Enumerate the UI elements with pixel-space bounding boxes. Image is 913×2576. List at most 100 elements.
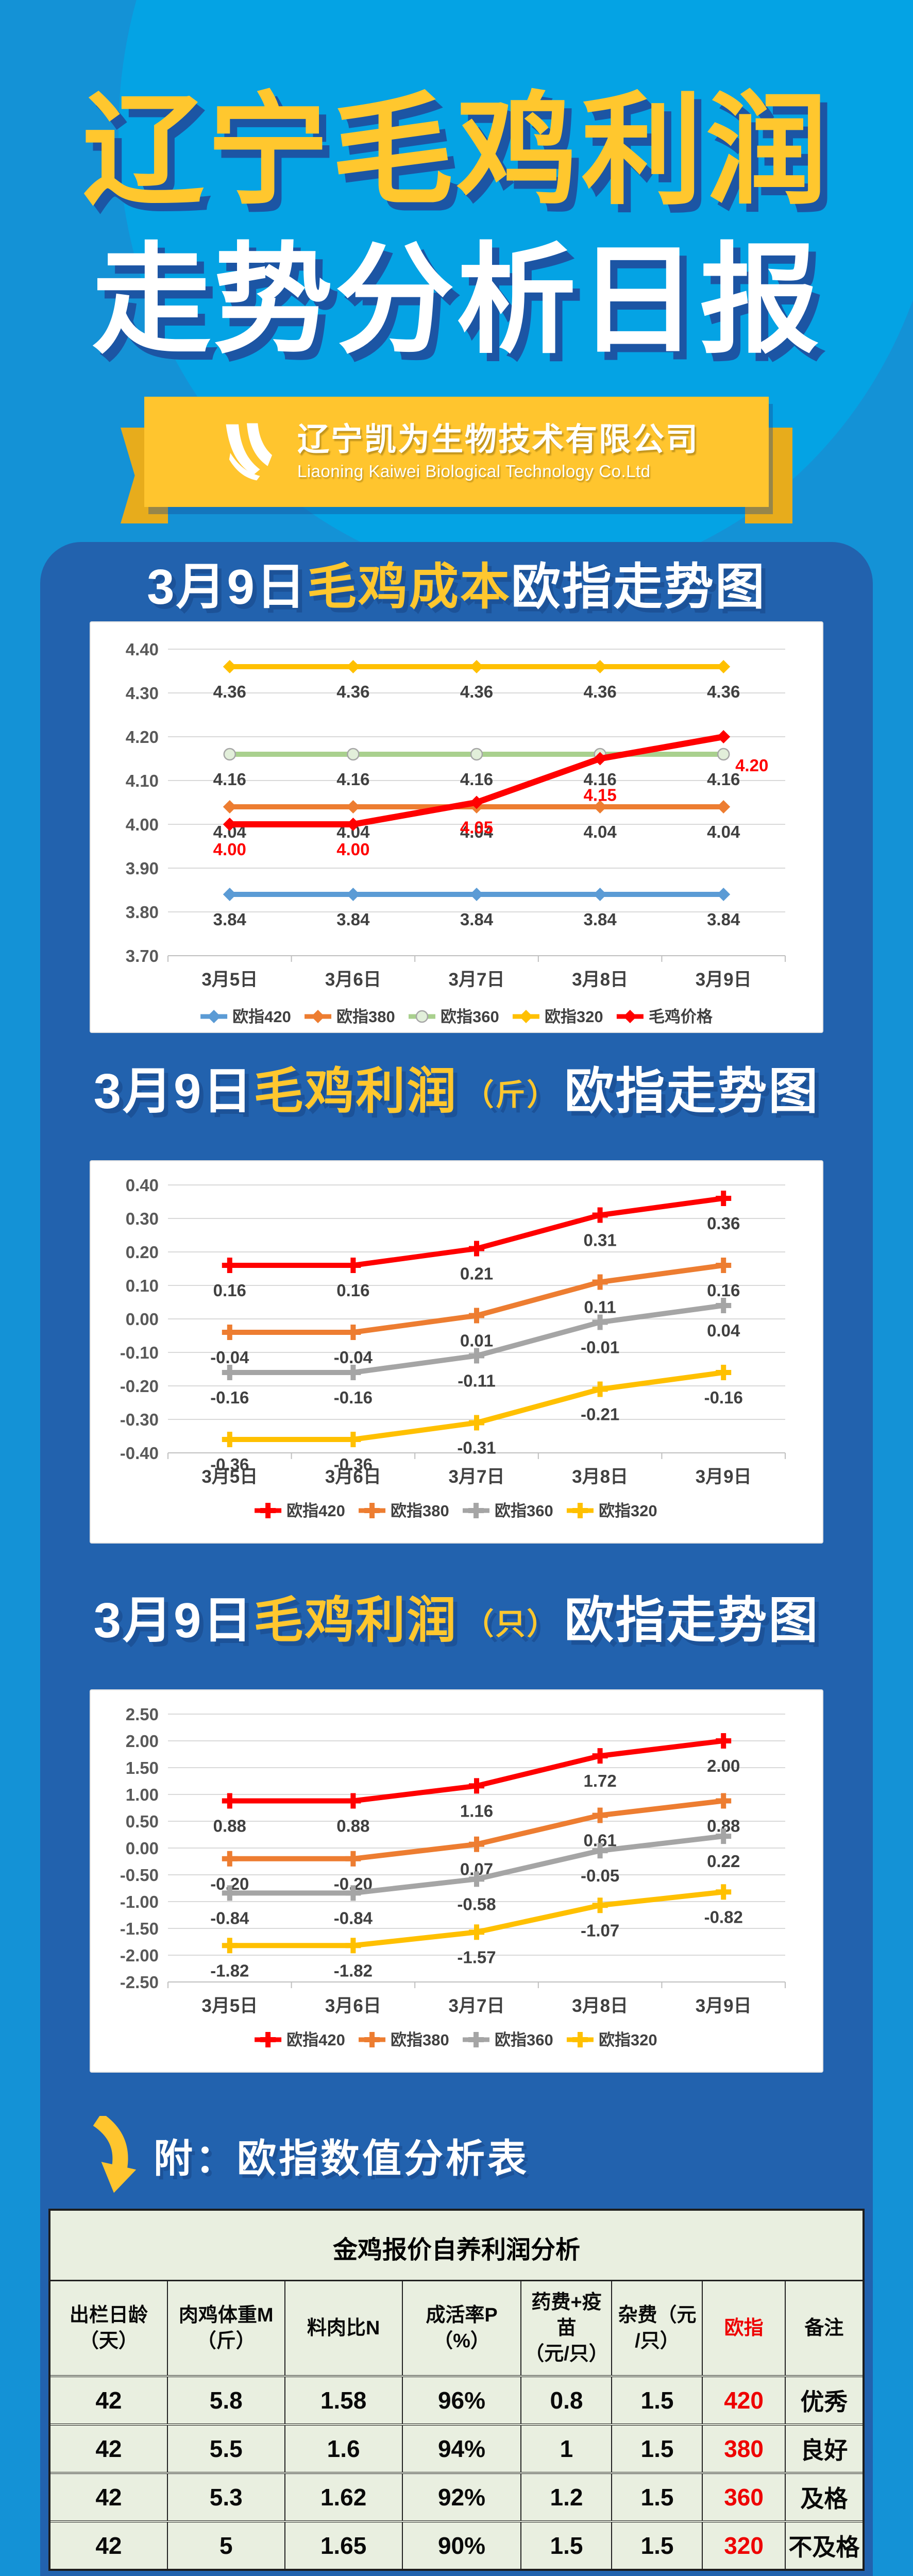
table-row: 42 5.8 1.58 96% 0.8 1.5 420 优秀 [50,2375,863,2424]
svg-text:欧指320: 欧指320 [545,1008,603,1026]
svg-text:3月8日: 3月8日 [572,1996,628,2016]
series-2-2: -0.84 -0.84 -0.58 -0.05 0.22 [210,1828,740,1927]
svg-text:-0.20: -0.20 [120,1377,159,1396]
data-label: 4.20 [735,756,768,775]
profit-bird-chart-card: 2.50 2.00 1.50 1.00 0.50 0.00 -0.50 -1.00 -1.50 -… [90,1689,823,2073]
svg-text:3月5日: 3月5日 [201,1996,258,2016]
data-label: 4.04 [583,822,617,841]
table-cell: 90% [403,2522,522,2569]
svg-text:3月9日: 3月9日 [696,1467,752,1487]
svg-text:-2.00: -2.00 [120,1946,159,1965]
svg-text:-1.00: -1.00 [120,1892,159,1911]
data-label: 4.16 [213,770,246,789]
analysis-header: 附：欧指数值分析表 [90,2116,873,2194]
table-cell: 0.8 [521,2377,613,2424]
table-cell: 1.5 [612,2522,703,2569]
data-label: 4.16 [707,770,740,789]
cost-chart-title: 3月9日毛鸡成本欧指走势图 [147,560,766,615]
data-label: 4.36 [336,682,369,701]
data-label: 3.84 [336,910,370,929]
data-label: -0.82 [704,1907,743,1926]
svg-text:3.80: 3.80 [126,903,159,922]
data-label: -0.21 [581,1405,619,1424]
table-cell: 360 [703,2474,786,2520]
svg-text:欧指380: 欧指380 [336,1008,395,1026]
table-cell: 1.62 [285,2474,403,2520]
svg-text:4.10: 4.10 [126,771,159,790]
svg-text:-0.10: -0.10 [120,1343,159,1362]
table-cell: 1.5 [612,2474,703,2520]
data-label: -0.05 [581,1866,619,1885]
svg-text:3.90: 3.90 [126,859,159,878]
svg-text:2.00: 2.00 [126,1732,159,1751]
table-cell: 42 [50,2377,168,2424]
series-0-4: 4.00 4.00 4.05 4.15 4.20 [213,730,768,859]
table-cell: 42 [50,2474,168,2520]
svg-text:0.30: 0.30 [126,1209,159,1228]
table-cell: 42 [50,2426,168,2472]
section-analysis-table: 附：欧指数值分析表 金鸡报价自养利润分析 出栏日龄 （天） 肉鸡体重M （斤） 料肉… [40,2116,873,2576]
data-label: 4.00 [336,840,369,859]
table-cell: 1.5 [521,2522,613,2569]
table-cell: 92% [403,2474,522,2520]
table-row: 42 5.5 1.6 94% 1 1.5 380 良好 [50,2424,863,2472]
svg-text:欧指360: 欧指360 [495,2031,553,2049]
data-label: -1.07 [581,1921,619,1940]
data-label: 0.04 [707,1321,740,1340]
cost-chart: 4.40 4.30 4.20 4.10 4.00 3.90 3.80 3.70 3月5日 3月6日… [126,640,786,1026]
x-axis-1: 3月5日 3月6日 3月7日 3月8日 3月9日 [167,1452,786,1487]
table-header-cell: 料肉比N [285,2281,403,2375]
table-cell: 380 [703,2426,786,2472]
svg-text:4.00: 4.00 [126,815,159,834]
data-label: 4.36 [460,682,493,701]
data-label: 4.36 [707,682,740,701]
svg-text:0.20: 0.20 [126,1243,159,1262]
series-1-0: 0.16 0.16 0.21 0.31 0.36 [213,1191,740,1300]
table-header-row: 出栏日龄 （天） 肉鸡体重M （斤） 料肉比N 成活率P （%） 药费+疫苗 （元/只）… [50,2280,863,2375]
data-label: 3.84 [213,910,247,929]
table-cell: 420 [703,2377,786,2424]
data-label: 3.84 [707,910,740,929]
data-label: 1.16 [460,1801,493,1820]
series-1-1: -0.04 -0.04 0.01 0.11 0.16 [210,1258,740,1367]
table-header-cell: 成活率P （%） [403,2281,522,2375]
table-title: 金鸡报价自养利润分析 [332,2236,580,2264]
section-cost-chart: 3月9日毛鸡成本欧指走势图 4.40 4.30 4.20 4.10 4.00 3.90 3.… [40,553,873,1033]
svg-text:3月8日: 3月8日 [572,1467,628,1487]
legend-2: 欧指420 欧指380 欧指360 欧指320 [255,2031,657,2049]
table-cell: 94% [403,2426,522,2472]
data-label: -1.82 [210,1961,249,1980]
data-label: -0.11 [458,1371,495,1391]
data-label: 4.15 [583,786,616,805]
company-banner: 辽宁凯为生物技术有限公司 Liaoning Kaiwei Biological … [144,397,769,507]
table-cell: 5.8 [168,2377,285,2424]
table-cell: 5 [168,2522,285,2569]
data-label: 0.31 [583,1231,616,1250]
data-label: -0.16 [334,1388,373,1407]
data-label: 4.16 [583,770,616,789]
data-label: 0.21 [460,1264,493,1283]
table-cell: 1.5 [612,2377,703,2424]
table-cell: 5.5 [168,2426,285,2472]
cost-chart-card: 4.40 4.30 4.20 4.10 4.00 3.90 3.80 3.70 3月5日 3月6日… [90,621,823,1033]
data-label: -1.57 [457,1947,496,1967]
svg-text:3.70: 3.70 [126,946,159,965]
svg-text:4.30: 4.30 [126,684,159,703]
svg-text:0.40: 0.40 [126,1176,159,1195]
data-label: -0.16 [704,1388,743,1407]
table-row: 42 5 1.65 90% 1.5 1.5 320 不及格 [50,2520,863,2569]
svg-text:欧指320: 欧指320 [599,1502,657,1520]
svg-text:3月6日: 3月6日 [325,1996,381,2016]
svg-text:0.50: 0.50 [126,1812,159,1831]
table-cell: 1.2 [521,2474,613,2520]
data-label: 0.88 [213,1816,246,1835]
data-label: 4.00 [213,840,246,859]
data-label: 0.16 [336,1281,369,1300]
data-label: -0.04 [210,1348,249,1367]
series-0-3: 4.36 4.36 4.36 4.36 4.36 [213,660,740,701]
data-label: -1.82 [334,1961,373,1980]
table-cell: 不及格 [788,2534,860,2561]
svg-text:-0.50: -0.50 [120,1866,159,1885]
table-cell: 1 [521,2426,613,2472]
